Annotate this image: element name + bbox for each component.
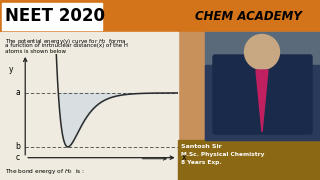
Text: 8 Years Exp.: 8 Years Exp.: [181, 160, 222, 165]
Bar: [2, 3, 102, 30]
Bar: [205, 32, 320, 140]
Text: y: y: [9, 65, 14, 74]
Text: Santosh Sir: Santosh Sir: [181, 144, 222, 149]
Bar: [178, 32, 320, 180]
Bar: [205, 65, 320, 140]
Text: The bond energy of $H_2$  is :: The bond energy of $H_2$ is :: [5, 167, 85, 176]
Polygon shape: [256, 70, 268, 132]
Text: b: b: [15, 142, 20, 151]
FancyBboxPatch shape: [213, 55, 312, 134]
Text: a function of inrtnuclear distance(x) of the H: a function of inrtnuclear distance(x) of…: [5, 43, 128, 48]
Text: NEET 2020: NEET 2020: [5, 7, 105, 25]
Bar: [0, 32, 178, 180]
Bar: [0, 0, 320, 32]
Text: a: a: [15, 88, 20, 97]
Text: atoms is shown below: atoms is shown below: [5, 49, 66, 54]
Bar: [178, 140, 320, 180]
Ellipse shape: [244, 35, 279, 69]
Text: M.Sc. Physical Chemistry: M.Sc. Physical Chemistry: [181, 152, 265, 157]
Text: CHEM ACADEMY: CHEM ACADEMY: [195, 10, 301, 22]
Text: x: x: [182, 153, 187, 162]
Text: c: c: [16, 153, 20, 162]
Text: The potential energy(y) curve for $H_2$  forma: The potential energy(y) curve for $H_2$ …: [5, 37, 126, 46]
